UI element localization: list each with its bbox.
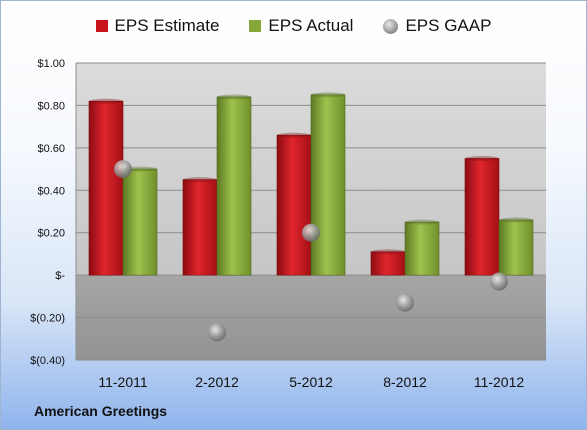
y-tick-label: $- [55, 270, 65, 282]
bar-eps-estimate-top [183, 177, 217, 183]
company-name: American Greetings [34, 403, 168, 419]
x-tick-label: 11-2011 [98, 374, 148, 390]
bar-eps-estimate-top [465, 155, 499, 161]
bar-eps-estimate-top [371, 249, 405, 255]
legend-item-estimate: EPS Estimate [95, 16, 220, 36]
y-tick-label: $0.20 [37, 228, 65, 240]
bar-eps-actual-top [217, 94, 251, 100]
bar-eps-actual [216, 96, 252, 276]
marker-eps-gaap [490, 272, 508, 291]
bar-eps-actual [498, 219, 534, 276]
bar-eps-actual-top [311, 92, 345, 98]
x-tick-label: 2-2012 [195, 374, 239, 390]
legend: EPS Estimate EPS Actual EPS GAAP [1, 16, 586, 36]
bar-eps-actual [404, 221, 440, 276]
legend-label-actual: EPS Actual [268, 16, 354, 35]
bar-eps-actual-top [405, 219, 439, 225]
x-tick-label: 8-2012 [383, 374, 427, 390]
bar-eps-actual [122, 168, 158, 276]
marker-eps-gaap [396, 293, 414, 312]
legend-label-estimate: EPS Estimate [114, 16, 220, 35]
marker-eps-gaap [302, 223, 320, 242]
marker-eps-gaap [114, 160, 132, 179]
legend-swatch-estimate [95, 20, 108, 32]
bar-eps-estimate-top [89, 98, 123, 104]
y-tick-label: $0.60 [37, 143, 65, 155]
marker-eps-gaap [208, 323, 226, 342]
bar-eps-actual-top [499, 217, 533, 223]
bar-eps-estimate [370, 251, 406, 276]
bar-eps-estimate [182, 179, 218, 276]
y-tick-label: $0.40 [37, 185, 65, 197]
y-tick-label: $0.80 [37, 100, 65, 112]
bar-eps-actual [310, 94, 346, 276]
y-tick-label: $1.00 [37, 58, 65, 70]
bar-eps-estimate [88, 100, 124, 276]
legend-label-gaap: EPS GAAP [405, 16, 492, 35]
x-tick-label: 5-2012 [289, 374, 333, 390]
legend-swatch-actual [249, 20, 262, 32]
y-tick-label: $(0.40) [30, 355, 65, 367]
legend-item-actual: EPS Actual [249, 16, 353, 36]
y-tick-label: $(0.20) [30, 313, 65, 325]
bar-eps-estimate [276, 134, 312, 276]
legend-item-gaap: EPS GAAP [383, 16, 491, 36]
bar-eps-estimate [464, 158, 500, 276]
legend-swatch-gaap [383, 18, 399, 34]
x-tick-label: 11-2012 [474, 374, 525, 390]
bar-eps-estimate-top [277, 132, 311, 138]
